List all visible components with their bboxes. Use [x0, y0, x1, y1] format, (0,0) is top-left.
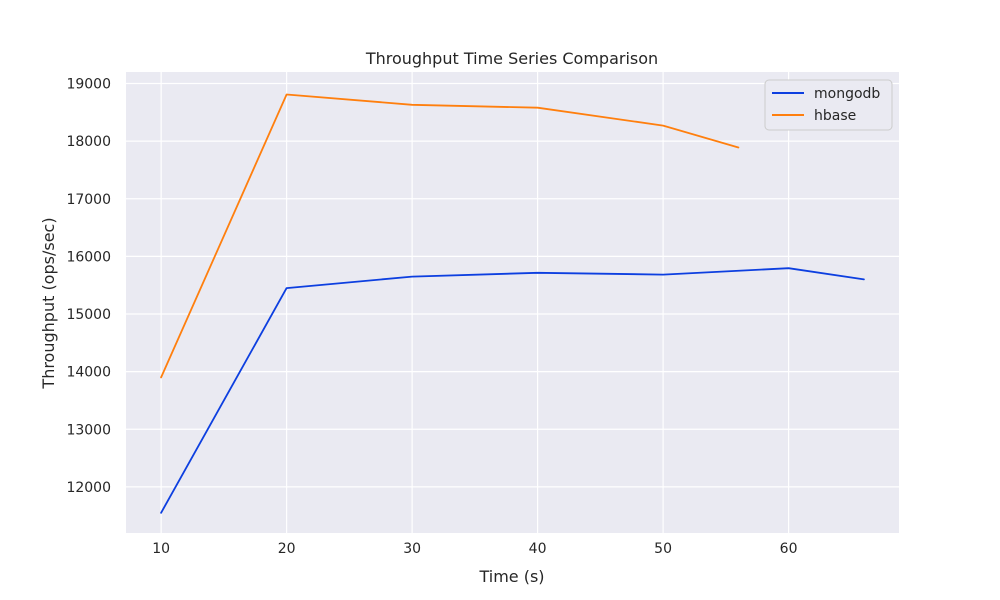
legend-label-hbase: hbase [814, 108, 856, 124]
x-tick-label: 50 [654, 541, 672, 557]
legend: mongodb hbase [764, 79, 893, 131]
x-tick-label: 60 [780, 541, 798, 557]
x-tick-label: 10 [152, 541, 170, 557]
series-line-mongodb [160, 267, 865, 514]
grid [126, 72, 899, 533]
ticks: 10 20 30 40 50 60 12000 13000 14000 15000 16000 170… [66, 77, 797, 557]
series-line-hbase [160, 93, 740, 379]
y-axis-label: Throughput (ops/sec) [39, 217, 58, 389]
y-tick-label: 14000 [66, 365, 111, 381]
y-tick-label: 18000 [66, 134, 111, 150]
y-tick-label: 15000 [66, 307, 111, 323]
y-tick-label: 13000 [66, 422, 111, 438]
x-tick-label: 20 [278, 541, 296, 557]
x-axis-label: Time (s) [478, 567, 544, 586]
y-tick-label: 16000 [66, 249, 111, 265]
y-tick-label: 19000 [66, 77, 111, 93]
legend-label-mongodb: mongodb [814, 86, 880, 102]
plot-area [126, 72, 899, 533]
y-tick-label: 17000 [66, 192, 111, 208]
x-tick-label: 40 [529, 541, 547, 557]
chart-title: Throughput Time Series Comparison [365, 49, 658, 68]
y-tick-label: 12000 [66, 480, 111, 496]
series-lines [160, 93, 865, 514]
x-tick-label: 30 [403, 541, 421, 557]
